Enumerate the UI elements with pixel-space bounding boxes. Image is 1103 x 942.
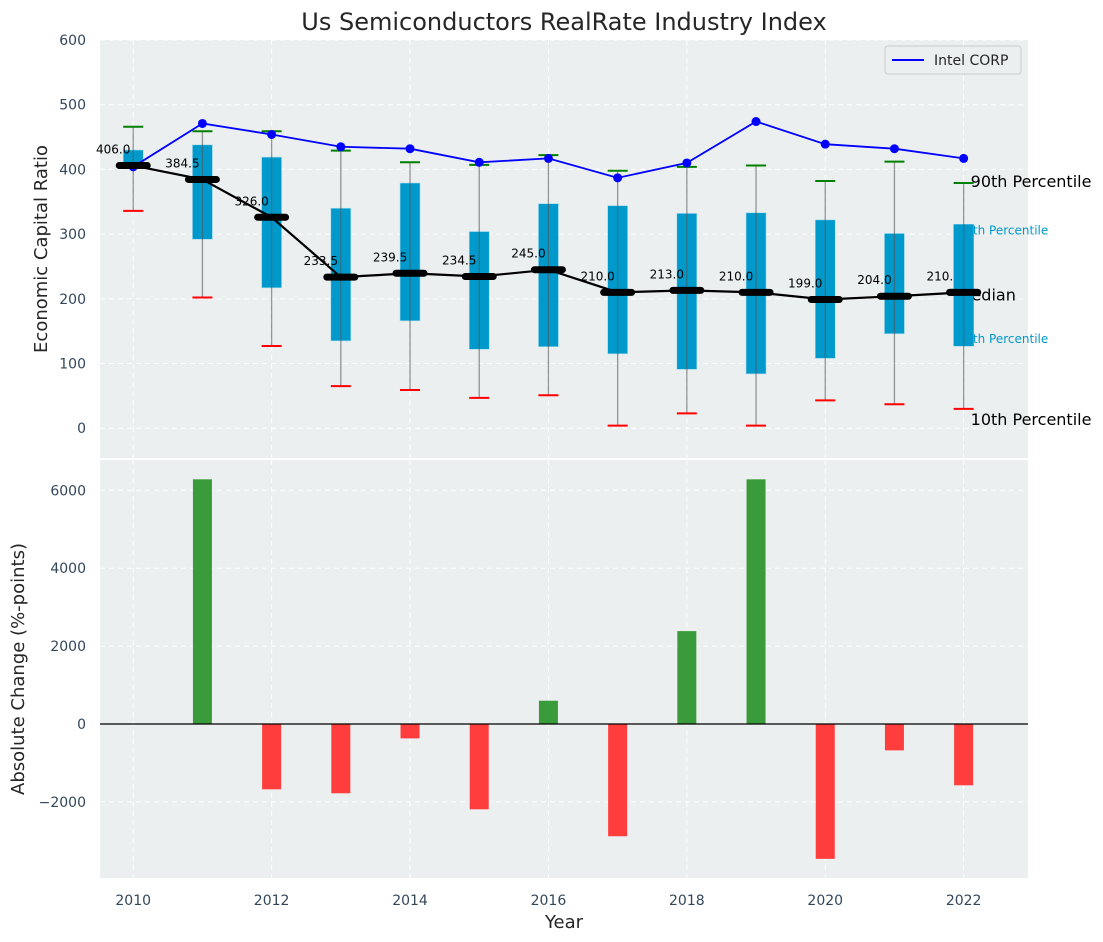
- top-y-tick-label: 300: [59, 227, 86, 243]
- legend: Intel CORP: [884, 45, 1022, 75]
- bar-positive: [677, 631, 697, 724]
- median-value-label: 233.5: [304, 254, 338, 268]
- x-tick-label: 2016: [531, 893, 567, 909]
- annotation-10th-percentile: 10th Percentile: [971, 410, 1092, 429]
- median-value-label: 384.5: [165, 156, 199, 170]
- bar-positive: [192, 479, 212, 724]
- median-value-label: 213.0: [650, 267, 684, 281]
- median-value-label: 210.0: [926, 269, 960, 283]
- x-tick-label: 2010: [115, 893, 151, 909]
- intel-point: [267, 129, 277, 139]
- bar-negative: [815, 723, 835, 859]
- top-y-tick-label: 200: [59, 292, 86, 308]
- bottom-y-axis-label: Absolute Change (%-points): [8, 543, 29, 795]
- x-tick-label: 2012: [254, 893, 290, 909]
- x-tick-label: 2018: [669, 893, 705, 909]
- bar-negative: [884, 723, 904, 751]
- intel-point: [820, 139, 830, 149]
- bar-negative: [331, 723, 351, 794]
- median-value-label: 406.0: [96, 143, 130, 157]
- intel-point: [959, 153, 969, 163]
- top-y-tick-label: 0: [77, 421, 86, 437]
- x-tick-label: 2020: [807, 893, 843, 909]
- annotation-25th-percentile: 25th Percentile: [958, 332, 1049, 346]
- annotation-90th-percentile: 90th Percentile: [971, 172, 1092, 191]
- intel-point: [405, 144, 415, 154]
- intel-point: [682, 158, 692, 168]
- x-axis-label: Year: [544, 912, 584, 933]
- median-value-label: 210.0: [719, 269, 753, 283]
- bottom-y-tick-label: −2000: [39, 795, 86, 811]
- top-y-tick-label: 400: [59, 162, 86, 178]
- bar-negative: [262, 723, 282, 790]
- intel-point: [336, 142, 346, 152]
- top-y-tick-label: 500: [59, 98, 86, 114]
- bar-negative: [608, 723, 628, 837]
- bottom-panel: −2000 0 2000 4000 6000 2010 2012 2014 2016 2018 20…: [39, 460, 1028, 909]
- median-value-label: 234.5: [442, 254, 476, 268]
- x-tick-label: 2014: [392, 893, 428, 909]
- bottom-y-tick-label: 6000: [50, 483, 86, 499]
- bottom-y-tick-label: 0: [77, 717, 86, 733]
- legend-box: [884, 45, 1022, 75]
- bar-negative: [954, 723, 974, 786]
- intel-point: [474, 157, 484, 167]
- median-value-label: 239.5: [373, 250, 407, 264]
- top-panel: 0 100 200 300 400 500 600 406.0 384.5 326.0 233.5 2…: [59, 33, 1091, 458]
- bar-positive: [538, 700, 558, 724]
- intel-point: [543, 153, 553, 163]
- top-plot-background: [100, 40, 1028, 458]
- median-value-label: 199.0: [788, 276, 822, 290]
- intel-point: [613, 173, 623, 183]
- chart-title: Us Semiconductors RealRate Industry Inde…: [301, 8, 826, 36]
- bar-positive: [746, 479, 766, 724]
- x-tick-label: 2022: [946, 893, 982, 909]
- median-value-label: 326.0: [234, 194, 268, 208]
- intel-point: [889, 144, 899, 154]
- bottom-y-tick-label: 2000: [50, 639, 86, 655]
- bottom-y-tick-label: 4000: [50, 561, 86, 577]
- intel-point: [751, 117, 761, 127]
- intel-point: [197, 118, 207, 128]
- median-value-label: 210.0: [580, 269, 614, 283]
- bottom-plot-background: [100, 460, 1028, 878]
- median-value-label: 204.0: [857, 273, 891, 287]
- top-y-tick-label: 100: [59, 357, 86, 373]
- annotation-75th-percentile: 75th Percentile: [958, 223, 1049, 237]
- bar-negative: [400, 723, 420, 739]
- legend-label-intel: Intel CORP: [934, 53, 1008, 69]
- top-y-tick-label: 600: [59, 33, 86, 49]
- bar-negative: [469, 723, 489, 810]
- top-y-axis-label: Economic Capital Ratio: [31, 145, 52, 353]
- median-value-label: 245.0: [511, 247, 545, 261]
